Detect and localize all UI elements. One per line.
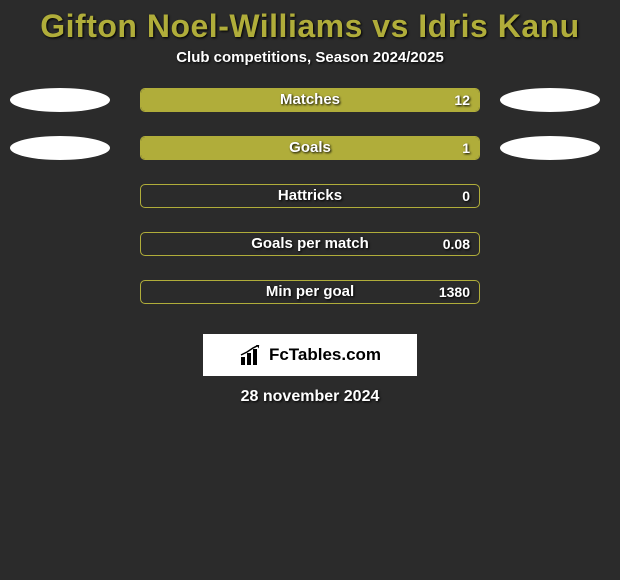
stat-bar-fill xyxy=(141,89,479,111)
player-right-marker xyxy=(500,136,600,160)
page-subtitle: Club competitions, Season 2024/2025 xyxy=(0,49,620,88)
stat-row: Hattricks0 xyxy=(0,184,620,208)
stat-row: Matches12 xyxy=(0,88,620,112)
stat-bar-track xyxy=(140,232,480,256)
stat-row: Min per goal1380 xyxy=(0,280,620,304)
player-left-marker xyxy=(10,136,110,160)
stat-row: Goals1 xyxy=(0,136,620,160)
date-line: 28 november 2024 xyxy=(0,388,620,406)
stat-bar-track xyxy=(140,184,480,208)
stat-bar-fill xyxy=(141,137,479,159)
brand-text: FcTables.com xyxy=(269,345,381,365)
player-left-marker xyxy=(10,88,110,112)
stat-rows: Matches12 Goals1 Hattricks0 Goals per match… xyxy=(0,88,620,304)
stat-bar-track xyxy=(140,280,480,304)
stat-row: Goals per match0.08 xyxy=(0,232,620,256)
brand-chart-icon xyxy=(239,345,263,365)
stat-bar-track xyxy=(140,136,480,160)
player-right-marker xyxy=(500,88,600,112)
stat-bar-track xyxy=(140,88,480,112)
brand-box[interactable]: FcTables.com xyxy=(203,334,417,376)
page-title: Gifton Noel-Williams vs Idris Kanu xyxy=(0,0,620,49)
